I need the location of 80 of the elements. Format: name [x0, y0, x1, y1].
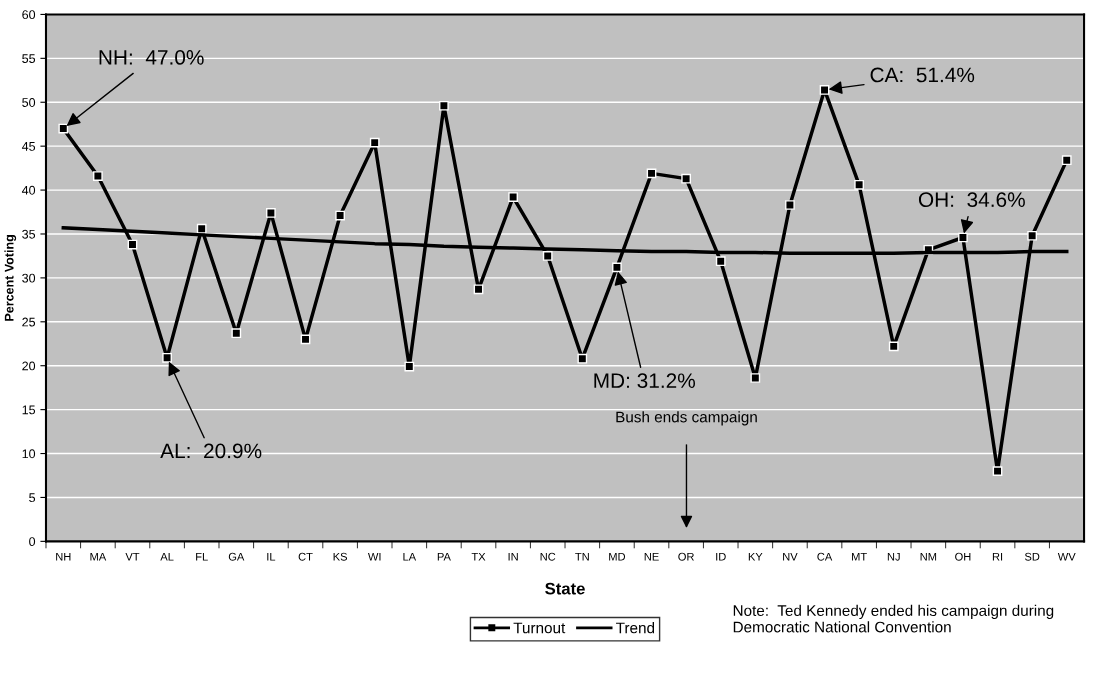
y-tick-label: 30	[22, 273, 36, 283]
x-tick-label: WI	[367, 552, 381, 561]
y-tick-label: 0	[29, 537, 36, 547]
point	[681, 173, 691, 184]
x-tick-label: VT	[125, 552, 140, 561]
point	[196, 223, 207, 234]
point	[93, 171, 103, 181]
point	[542, 251, 553, 261]
x-tick-label: OH	[955, 552, 971, 561]
y-tick-label: 25	[22, 317, 36, 327]
x-tick-label: PA	[437, 552, 451, 561]
x-tick-label: NC	[540, 552, 556, 561]
x-tick-label: OR	[678, 552, 694, 561]
point	[1027, 230, 1038, 241]
point	[750, 373, 761, 383]
x-tick-label: MT	[852, 552, 867, 561]
text: Note: Ted Kennedy ended his campaign during Democratic National Convention	[733, 604, 1054, 633]
point	[335, 210, 345, 221]
x-tick-label: NJ	[887, 552, 900, 561]
x-tick-label: CA	[817, 552, 833, 561]
x-tick-label: ID	[716, 552, 726, 561]
point	[715, 256, 726, 267]
legend-label: Trend	[616, 622, 655, 634]
point	[162, 352, 172, 363]
y-axis-title: Percent Voting	[4, 235, 17, 321]
x-tick-label: MA	[90, 552, 107, 561]
x-tick-label: TX	[471, 552, 486, 561]
x-tick-label: KY	[748, 552, 763, 561]
annotation: NH: 47.0%	[99, 50, 204, 65]
point	[508, 192, 518, 202]
x-tick-label: RI	[992, 552, 1003, 561]
point	[1061, 155, 1072, 166]
point	[958, 232, 968, 243]
point	[577, 353, 588, 364]
annotation: Bush ends campaign	[616, 411, 757, 426]
x-tick-label: WV	[1057, 552, 1076, 561]
point	[58, 123, 69, 134]
y-tick-label: 5	[29, 493, 36, 503]
x-tick-label: AL	[160, 552, 174, 561]
y-tick-label: 35	[22, 229, 36, 239]
point	[854, 179, 864, 190]
x-tick-label: NH	[56, 552, 71, 561]
y-tick-label: 20	[22, 361, 36, 371]
point	[785, 200, 795, 210]
annotation: OH: 34.6%	[918, 192, 1025, 208]
point	[888, 341, 899, 352]
point	[369, 137, 380, 148]
y-tick-label: 45	[21, 142, 36, 151]
x-tick-label: LA	[403, 552, 417, 561]
annotation: MD: 31.2%	[594, 373, 696, 389]
x-tick-label: TN	[575, 552, 589, 561]
x-tick-label: FL	[196, 552, 208, 561]
x-axis-title: State	[545, 582, 585, 595]
x-tick-label: CT	[298, 552, 313, 561]
y-tick-label: 55	[22, 54, 36, 63]
point	[612, 262, 622, 273]
annotation: AL: 20.9%	[160, 443, 262, 459]
point	[819, 85, 830, 95]
y-tick-label: 50	[22, 98, 36, 107]
x-tick-label: GA	[228, 552, 245, 561]
point	[439, 100, 449, 111]
x-tick-label: NE	[644, 552, 659, 561]
point	[404, 361, 415, 372]
x-tick-label: NV	[783, 552, 798, 561]
y-tick-label: 60	[22, 10, 36, 20]
y-tick-label: 40	[21, 185, 36, 195]
x-tick-label: IN	[508, 552, 518, 561]
legend-label: Turnout	[513, 622, 566, 634]
x-tick-label: IL	[267, 552, 276, 561]
point	[473, 284, 484, 295]
point	[992, 466, 1003, 476]
x-tick-label: KS	[333, 552, 348, 561]
y-tick-label: 10	[22, 449, 36, 459]
point	[231, 328, 242, 339]
x-tick-label: SD	[1024, 552, 1040, 561]
annotation: CA: 51.4%	[870, 67, 975, 83]
point	[266, 208, 276, 218]
y-tick-label: 15	[22, 405, 36, 415]
x-tick-label: NM	[920, 552, 937, 561]
x-tick-label: MD	[609, 552, 626, 561]
